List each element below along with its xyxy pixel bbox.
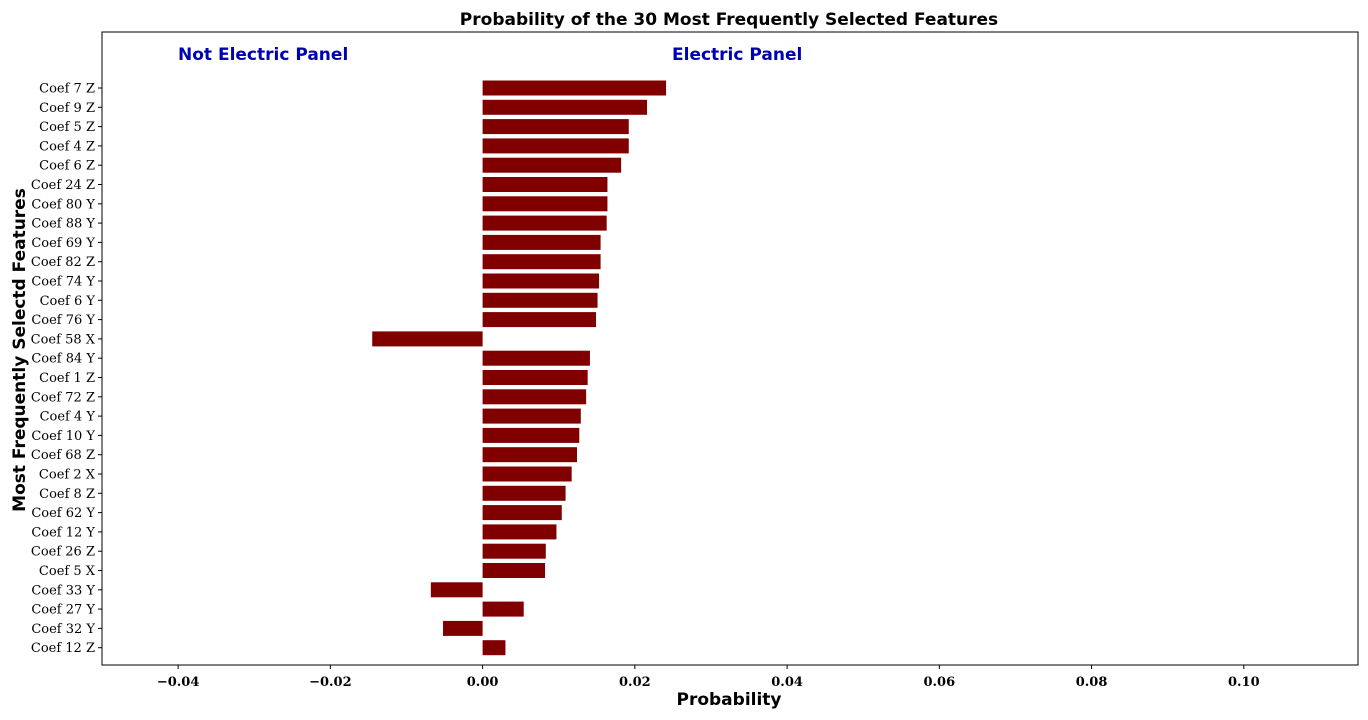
- bar-coef-12-z: [482, 640, 506, 656]
- bar-coef-9-z: [482, 99, 648, 115]
- y-tick-label: Coef 24 Z: [31, 178, 95, 193]
- y-tick-label: Coef 6 Z: [39, 159, 95, 174]
- y-tick-label: Coef 69 Y: [31, 236, 95, 251]
- y-tick-label: Coef 33 Y: [31, 583, 95, 598]
- y-tick-label: Coef 2 X: [39, 468, 96, 483]
- bars-group: [372, 80, 667, 656]
- bar-coef-72-z: [482, 389, 587, 405]
- bar-coef-5-z: [482, 119, 629, 135]
- y-tick-label: Coef 7 Z: [39, 82, 95, 97]
- y-tick-label: Coef 58 X: [31, 332, 96, 347]
- x-tick-label: 0.00: [467, 675, 499, 690]
- y-tick-label: Coef 12 Z: [31, 641, 95, 656]
- x-tick-label: 0.10: [1228, 675, 1260, 690]
- bar-coef-1-z: [482, 370, 588, 385]
- x-tick-label: 0.06: [923, 675, 955, 690]
- y-tick-label: Coef 32 Y: [31, 622, 95, 637]
- bar-coef-6-y: [482, 292, 598, 308]
- y-tick-label: Coef 88 Y: [31, 217, 95, 232]
- y-tick-label: Coef 8 Z: [39, 487, 95, 502]
- bar-coef-24-z: [482, 177, 608, 192]
- y-tick-label: Coef 80 Y: [31, 197, 95, 212]
- bar-coef-32-y: [443, 620, 483, 636]
- x-tick-labels: −0.04 −0.02 0.00 0.02 0.04 0.06 0.08 0.10: [157, 665, 1260, 690]
- bar-coef-33-y: [430, 582, 483, 598]
- x-axis-label: Probability: [676, 690, 781, 710]
- bar-coef-10-y: [482, 427, 580, 443]
- y-axis-label: Most Frequently Selectd Features: [10, 188, 30, 512]
- x-tick-label: 0.02: [619, 675, 651, 690]
- y-tick-label: Coef 76 Y: [31, 313, 95, 328]
- x-tick-label: −0.04: [157, 675, 200, 690]
- y-tick-label: Coef 84 Y: [31, 352, 95, 367]
- annotation-not-electric-panel: Not Electric Panel: [178, 45, 348, 65]
- bar-coef-62-y: [482, 505, 562, 521]
- bar-coef-6-z: [482, 157, 622, 173]
- y-tick-label: Coef 6 Y: [40, 294, 96, 309]
- bar-coef-82-z: [482, 254, 601, 270]
- x-tick-label: 0.08: [1076, 675, 1108, 690]
- bar-coef-12-y: [482, 524, 557, 540]
- bar-coef-26-z: [482, 543, 546, 559]
- bar-coef-5-x: [482, 563, 546, 578]
- y-tick-label: Coef 5 Z: [39, 120, 95, 135]
- y-tick-label: Coef 72 Z: [31, 390, 95, 405]
- x-tick-label: 0.04: [771, 675, 803, 690]
- y-tick-label: Coef 62 Y: [31, 506, 95, 521]
- bar-coef-58-x: [372, 331, 483, 347]
- y-tick-label: Coef 27 Y: [31, 603, 95, 618]
- bar-coef-74-y: [482, 273, 600, 289]
- y-tick-label: Coef 68 Z: [31, 448, 95, 463]
- bar-coef-4-z: [482, 138, 629, 154]
- x-tick-label: −0.02: [309, 675, 352, 690]
- y-tick-labels: Coef 7 Z Coef 9 Z Coef 5 Z Coef 4 Z Coef 6 Z…: [31, 82, 102, 656]
- bar-coef-68-z: [482, 447, 577, 463]
- y-tick-label: Coef 4 Y: [40, 410, 96, 425]
- y-tick-label: Coef 26 Z: [31, 545, 95, 560]
- chart-title: Probability of the 30 Most Frequently Se…: [460, 10, 998, 30]
- bar-coef-7-z: [482, 80, 667, 96]
- y-tick-label: Coef 10 Y: [31, 429, 95, 444]
- y-tick-label: Coef 74 Y: [31, 275, 95, 290]
- bar-coef-69-y: [482, 234, 601, 250]
- bar-coef-27-y: [482, 601, 524, 617]
- bar-coef-84-y: [482, 350, 590, 366]
- bar-coef-76-y: [482, 312, 597, 328]
- bar-coef-4-y: [482, 408, 581, 424]
- bar-coef-80-y: [482, 196, 608, 212]
- bar-coef-2-x: [482, 466, 572, 482]
- y-tick-label: Coef 1 Z: [39, 371, 95, 386]
- y-tick-label: Coef 5 X: [39, 564, 96, 579]
- plot-frame: [101, 31, 1359, 666]
- y-tick-label: Coef 4 Z: [39, 139, 95, 154]
- bar-coef-8-z: [482, 485, 566, 501]
- y-tick-label: Coef 12 Y: [31, 525, 95, 540]
- y-tick-label: Coef 9 Z: [39, 101, 95, 116]
- y-tick-label: Coef 82 Z: [31, 255, 95, 270]
- bar-coef-88-y: [482, 215, 607, 231]
- annotation-electric-panel: Electric Panel: [672, 45, 802, 65]
